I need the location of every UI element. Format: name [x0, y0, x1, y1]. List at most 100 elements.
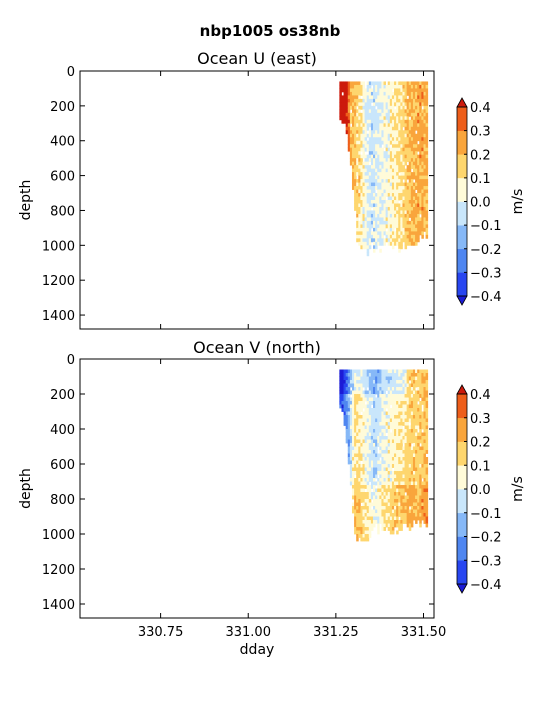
- data-cell: [354, 95, 357, 100]
- data-cell: [356, 527, 359, 531]
- data-cell: [362, 91, 365, 96]
- data-cell: [423, 492, 426, 496]
- data-cell: [381, 227, 384, 232]
- data-cell: [370, 196, 374, 201]
- y-tick-label: 600: [50, 170, 75, 185]
- data-cell: [383, 422, 387, 426]
- colorbar-tick-label: −0.2: [470, 531, 502, 546]
- data-cell: [404, 418, 408, 423]
- data-cell: [366, 245, 370, 250]
- data-cell: [347, 133, 351, 138]
- data-cell: [406, 439, 410, 444]
- data-cell: [368, 116, 372, 121]
- data-cell: [421, 172, 424, 176]
- data-cell: [404, 383, 408, 388]
- data-cell: [383, 453, 387, 458]
- data-cell: [410, 206, 414, 211]
- data-cell: [347, 105, 351, 110]
- data-cell: [377, 481, 380, 486]
- data-cell: [381, 88, 384, 93]
- data-cell: [358, 193, 361, 197]
- data-cell: [387, 495, 391, 500]
- data-cell: [412, 376, 416, 381]
- data-cell: [375, 387, 378, 391]
- data-cell: [408, 383, 412, 388]
- data-cell: [362, 231, 365, 236]
- data-cell: [389, 523, 393, 528]
- data-cell: [415, 144, 418, 149]
- data-cell: [377, 116, 380, 121]
- data-cell: [351, 172, 355, 176]
- data-cell: [389, 509, 393, 514]
- data-cell: [408, 457, 412, 461]
- data-cell: [379, 492, 382, 496]
- data-cell: [406, 499, 410, 503]
- data-cell: [396, 516, 399, 521]
- data-cell: [394, 147, 397, 152]
- data-cell: [387, 196, 391, 201]
- data-cell: [373, 88, 376, 93]
- data-cell: [423, 499, 426, 503]
- data-cell: [345, 123, 349, 128]
- data-cell: [406, 506, 410, 510]
- data-cell: [366, 112, 370, 117]
- data-cell: [408, 206, 412, 211]
- data-cell: [341, 404, 344, 409]
- data-cell: [370, 513, 374, 517]
- data-cell: [364, 140, 368, 145]
- data-cell: [402, 196, 405, 201]
- data-cell: [404, 394, 408, 398]
- data-cell: [345, 432, 349, 437]
- x-tick-label: 330.75: [138, 625, 184, 640]
- data-cell: [377, 186, 380, 190]
- data-cell: [410, 105, 414, 110]
- data-cell: [410, 404, 414, 409]
- data-cell: [377, 189, 380, 194]
- data-cell: [402, 217, 405, 222]
- data-cell: [400, 460, 403, 465]
- data-cell: [381, 182, 384, 187]
- data-cell: [345, 383, 349, 388]
- data-cell: [419, 186, 422, 190]
- data-cell: [373, 165, 376, 170]
- data-cell: [389, 408, 393, 412]
- data-cell: [394, 154, 397, 159]
- data-cell: [354, 432, 357, 437]
- data-cell: [351, 179, 355, 183]
- data-cell: [368, 408, 372, 412]
- data-cell: [421, 112, 424, 117]
- data-cell: [417, 422, 420, 426]
- data-cell: [396, 116, 399, 121]
- data-cell: [349, 474, 353, 479]
- data-cell: [343, 105, 347, 110]
- data-cell: [402, 189, 405, 194]
- data-cell: [356, 98, 359, 103]
- data-cell: [404, 189, 408, 194]
- data-cell: [396, 460, 399, 465]
- data-cell: [391, 401, 395, 405]
- data-cell: [389, 513, 393, 517]
- data-cell: [425, 189, 429, 194]
- data-cell: [391, 429, 395, 433]
- data-cell: [364, 238, 368, 243]
- data-cell: [396, 105, 399, 110]
- data-cell: [389, 175, 393, 180]
- data-cell: [391, 154, 395, 159]
- data-cell: [379, 116, 382, 121]
- data-cell: [417, 499, 420, 503]
- colorbar-segment: [457, 248, 467, 273]
- data-cell: [379, 390, 382, 395]
- data-cell: [345, 84, 349, 89]
- data-cell: [391, 376, 395, 381]
- data-cell: [404, 513, 408, 517]
- data-cell: [356, 165, 359, 170]
- data-cell: [400, 418, 403, 423]
- data-cell: [379, 147, 382, 152]
- data-cell: [366, 513, 370, 517]
- data-cell: [423, 460, 426, 465]
- data-cell: [387, 147, 391, 152]
- data-cell: [368, 175, 372, 180]
- data-cell: [423, 91, 426, 96]
- data-cell: [351, 137, 355, 142]
- data-cell: [362, 213, 365, 218]
